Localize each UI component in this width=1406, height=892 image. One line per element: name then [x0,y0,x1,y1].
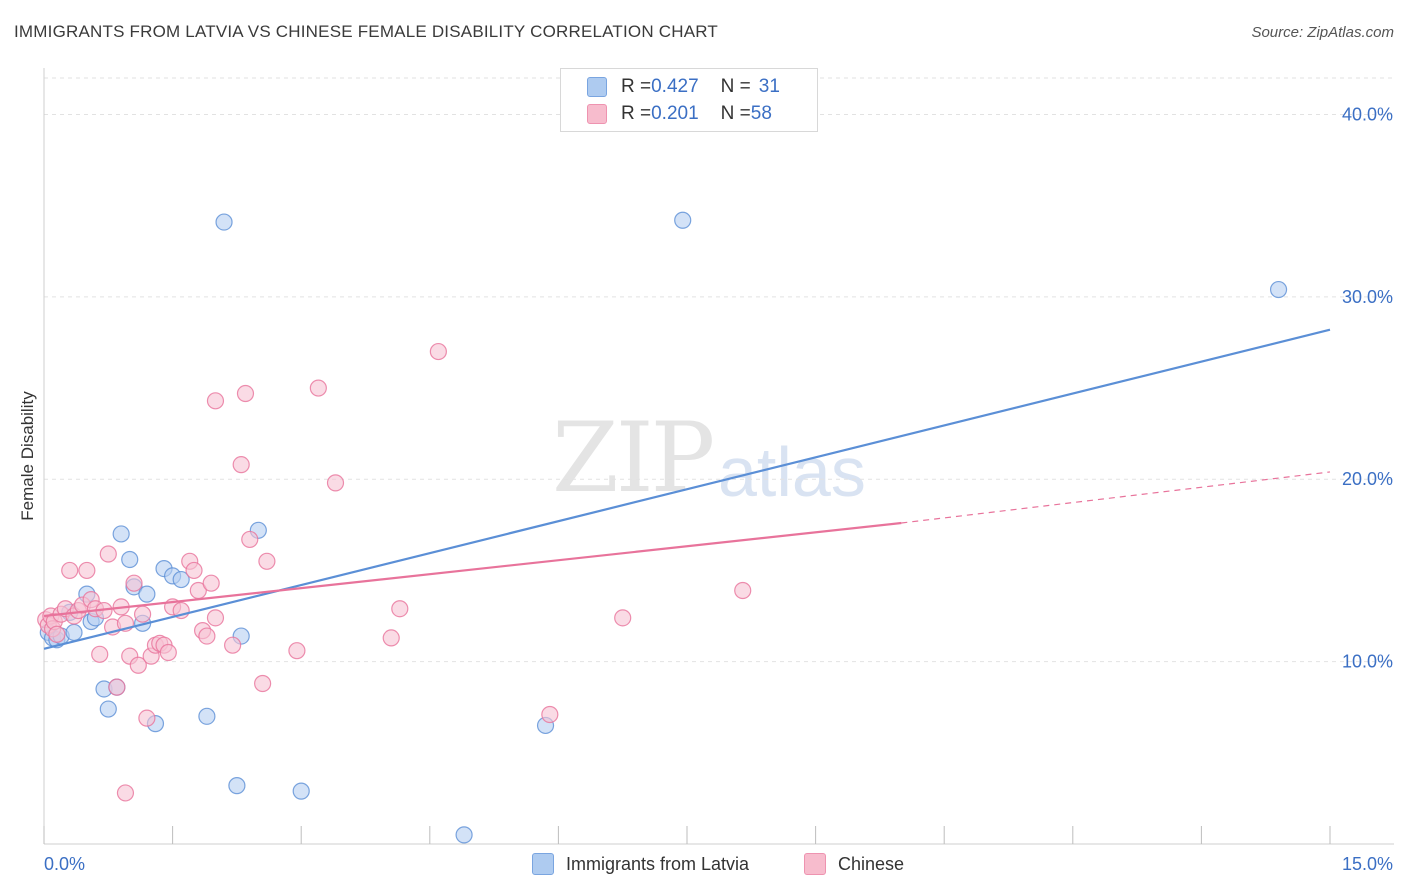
latvia-point [1269,280,1288,299]
chinese-point [326,474,345,492]
latvia-point [121,550,139,569]
legend-latvia-swatch [532,853,554,875]
y-tick-label: 30.0% [1342,287,1393,307]
x-tick-label: 15.0% [1342,854,1393,874]
latvia-point [674,211,692,229]
chinese-point [99,545,117,563]
chinese-point [78,561,96,580]
y-tick-label: 20.0% [1342,469,1393,489]
chinese-point [241,530,259,549]
chinese-trend-extension [901,471,1331,524]
correlation-legend: R = 0.427 N = 31 R = 0.201 N = 58 [560,68,818,132]
chinese-point [224,636,242,654]
chinese-point [61,561,79,580]
chinese-swatch [587,104,607,124]
latvia-point [292,782,310,800]
chinese-point [159,643,177,662]
latvia-r-label: R = [621,76,652,97]
chinese-trend-line [43,521,902,618]
latvia-point [172,570,190,589]
legend-item-latvia: Immigrants from Latvia [532,851,749,877]
legend-item-chinese: Chinese [804,851,904,877]
chinese-point [258,552,276,570]
latvia-point [198,707,216,725]
latvia-point [455,826,473,844]
chinese-point [185,561,203,580]
chinese-point [125,574,143,592]
legend-chinese-swatch [804,853,826,875]
chinese-point [236,384,255,403]
chinese-point [382,629,400,647]
latvia-point [112,525,130,543]
chinese-point [254,674,272,693]
y-axis-label: Female Disability [18,391,37,521]
latvia-point [99,700,117,718]
chinese-point [202,574,220,592]
chinese-point [429,342,447,361]
chinese-point [91,645,109,663]
chinese-point [206,392,225,410]
chinese-point [734,581,752,600]
chinese-n-label: N = [720,103,751,124]
chinese-r-label: R = [621,103,652,124]
latvia-point [138,585,156,603]
chinese-point [232,456,250,474]
legend-row-latvia: R = 0.427 N = 31 [587,75,780,99]
chinese-point [288,642,306,660]
latvia-swatch [587,77,607,97]
latvia-point [65,623,83,642]
chart-title: IMMIGRANTS FROM LATVIA VS CHINESE FEMALE… [14,22,718,41]
latvia-n-label: N = [720,76,751,97]
chinese-point [108,678,126,696]
x-tick-label: 0.0% [44,854,85,874]
latvia-point [215,213,233,231]
latvia-r-value: 0.427 [651,76,699,97]
y-tick-label: 40.0% [1342,104,1393,124]
chinese-point [541,705,559,724]
chinese-n-value: 58 [750,103,772,124]
chinese-point [129,656,147,674]
latvia-n-value: 31 [758,76,780,97]
latvia-trend-line [43,328,1331,650]
chinese-point [206,609,225,627]
source-credit: Source: ZipAtlas.com [1251,24,1394,41]
chinese-point [116,784,135,802]
legend-chinese-label: Chinese [838,853,905,874]
chinese-point [133,605,152,623]
latvia-point [228,777,246,795]
chinese-r-value: 0.201 [651,103,699,124]
legend-row-chinese: R = 0.201 N = 58 [587,102,772,126]
watermark-atlas: atlas [718,433,866,511]
chinese-point [309,379,327,397]
chinese-point [391,600,409,618]
legend-latvia-label: Immigrants from Latvia [566,853,750,874]
chinese-point [48,625,66,643]
y-tick-label: 10.0% [1342,652,1393,672]
watermark-zip: ZIP [552,402,715,514]
chinese-point [138,709,156,727]
chinese-point [614,609,632,627]
chinese-point [198,627,216,645]
